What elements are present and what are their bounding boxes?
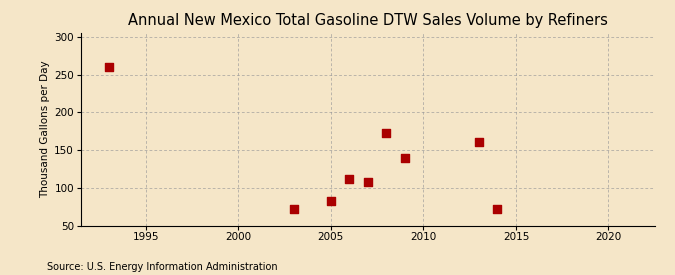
Point [325, 198, 336, 203]
Point [344, 177, 355, 181]
Point [474, 140, 485, 145]
Point [288, 207, 299, 211]
Point [492, 207, 503, 211]
Title: Annual New Mexico Total Gasoline DTW Sales Volume by Refiners: Annual New Mexico Total Gasoline DTW Sal… [128, 13, 608, 28]
Point [400, 155, 410, 160]
Point [381, 131, 392, 136]
Text: Source: U.S. Energy Information Administration: Source: U.S. Energy Information Administ… [47, 262, 278, 272]
Point [362, 180, 373, 185]
Y-axis label: Thousand Gallons per Day: Thousand Gallons per Day [40, 60, 50, 198]
Point [103, 65, 114, 69]
